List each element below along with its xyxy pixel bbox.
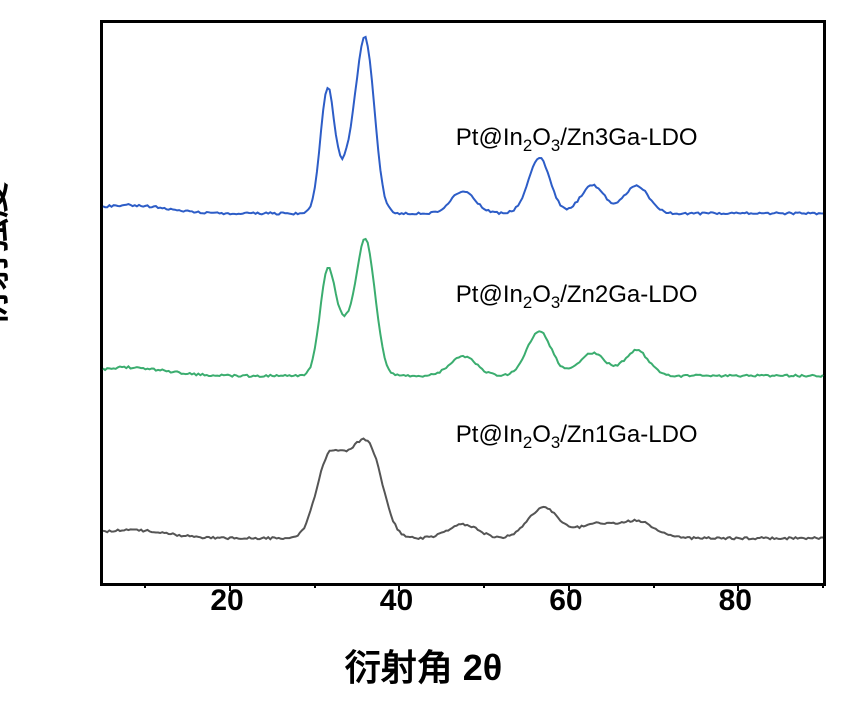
- x-tick-label: 80: [719, 584, 752, 618]
- y-axis-label: 衍射强度: [0, 182, 15, 326]
- x-tick: [314, 583, 316, 588]
- series-label: Pt@In2O3/Zn1Ga-LDO: [456, 421, 698, 453]
- x-tick: [822, 583, 824, 588]
- x-tick-label: 40: [380, 584, 413, 618]
- xrd-curve: [103, 439, 823, 540]
- x-tick: [653, 583, 655, 588]
- series-label: Pt@In2O3/Zn3Ga-LDO: [456, 124, 698, 156]
- plot-area: Pt@In2O3/Zn3Ga-LDO Pt@In2O3/Zn2Ga-LDO Pt@I…: [100, 20, 826, 586]
- x-axis-label: 衍射角 2θ: [345, 639, 502, 691]
- x-tick: [483, 583, 485, 588]
- x-tick-label: 20: [210, 584, 243, 618]
- xrd-chart: 衍射强度 Pt@In2O3/Zn3Ga-LDO Pt@In2O3/Zn2Ga-LD…: [0, 0, 847, 703]
- x-tick: [144, 583, 146, 588]
- x-tick-label: 60: [549, 584, 582, 618]
- series-label: Pt@In2O3/Zn2Ga-LDO: [456, 281, 698, 313]
